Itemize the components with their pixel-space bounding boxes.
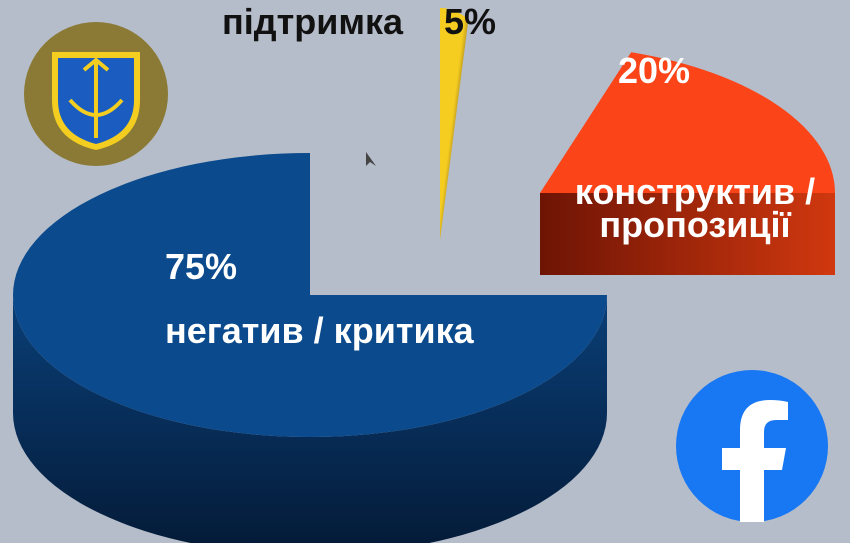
slice <box>13 153 607 437</box>
category-label: підтримка <box>222 1 404 42</box>
value-label: 5% <box>444 1 497 42</box>
slice <box>440 7 469 240</box>
category-label: негатив / критика <box>165 310 474 351</box>
emblem <box>24 22 168 166</box>
slice-side <box>13 295 607 543</box>
slice <box>540 52 835 193</box>
value-label: 75% <box>165 246 238 287</box>
category-label: конструктив /пропозиції <box>574 171 816 245</box>
facebook-icon <box>676 370 828 522</box>
cursor <box>366 152 376 166</box>
pie <box>13 7 835 543</box>
value-label: 20% <box>618 50 691 91</box>
slice-face <box>540 193 835 275</box>
